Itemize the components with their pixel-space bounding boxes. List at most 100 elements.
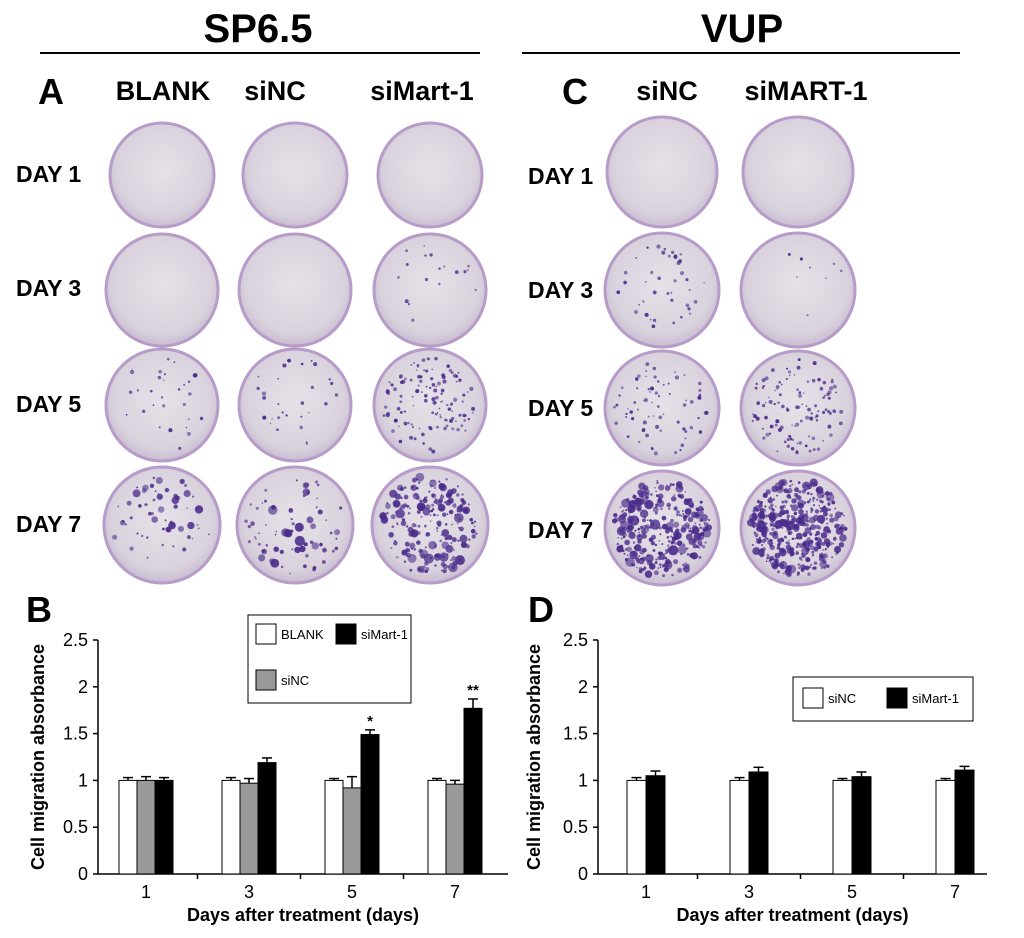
- colony-dot: [391, 525, 395, 529]
- colony-dot: [758, 536, 762, 540]
- dish-c-r3-c2: [739, 349, 857, 467]
- colony-dot: [633, 401, 637, 404]
- colony-dot: [290, 518, 293, 521]
- colony-dot: [339, 506, 343, 510]
- colony-dot: [650, 541, 656, 546]
- colony-dot: [149, 389, 153, 393]
- dish-plate: [102, 465, 222, 585]
- colony-dot: [764, 514, 768, 519]
- colony-dot: [112, 534, 118, 540]
- colony-dot: [403, 410, 406, 413]
- colony-dot: [788, 484, 792, 488]
- x-tick-label: 1: [141, 882, 151, 902]
- colony-dot: [682, 513, 685, 515]
- colony-dot: [827, 502, 831, 506]
- colony-dot: [798, 566, 801, 569]
- colony-dot: [785, 367, 789, 370]
- colony-dot: [791, 424, 793, 426]
- colony-dot: [423, 244, 425, 247]
- colony-dot: [804, 489, 807, 492]
- bar-simart-1-day5: [851, 776, 872, 875]
- colony-dot: [768, 396, 770, 399]
- x-tick-label: 7: [950, 882, 960, 902]
- colony-dot: [637, 527, 641, 531]
- colony-dot: [391, 429, 395, 433]
- y-tick-label: 1: [78, 770, 88, 790]
- colony-dot: [762, 492, 768, 498]
- colony-dot: [771, 527, 775, 531]
- colony-dot: [761, 378, 766, 383]
- colony-dot: [185, 426, 188, 429]
- colony-dot: [649, 562, 653, 566]
- colony-dot: [412, 426, 414, 429]
- colony-dot: [808, 449, 812, 453]
- colony-dot: [460, 424, 464, 427]
- colony-dot: [790, 515, 793, 518]
- colony-dot: [394, 493, 401, 500]
- colony-dot: [666, 502, 672, 508]
- colony-dot: [834, 507, 837, 510]
- colony-dot: [656, 405, 660, 408]
- colony-dot: [692, 543, 698, 549]
- colony-dot: [295, 479, 298, 482]
- colony-dot: [827, 424, 832, 429]
- colony-dot: [448, 368, 453, 373]
- colony-dot: [650, 270, 654, 275]
- colony-dot: [810, 507, 813, 510]
- colony-dot: [435, 499, 443, 506]
- colony-dot: [676, 420, 680, 424]
- colony-dot: [428, 447, 433, 451]
- colony-dot: [441, 541, 450, 550]
- colony-dot: [631, 550, 638, 557]
- colony-dot: [436, 530, 439, 532]
- colony-dot: [685, 278, 689, 282]
- colony-dot: [310, 385, 315, 390]
- colony-dot: [417, 384, 420, 387]
- colony-dot: [824, 408, 828, 411]
- colony-dot: [667, 382, 670, 385]
- colony-dot: [168, 521, 176, 530]
- colony-dot: [466, 391, 469, 394]
- colony-dot: [611, 518, 617, 524]
- colony-dot: [665, 484, 668, 487]
- colony-dot: [806, 500, 810, 504]
- colony-dot: [400, 520, 407, 527]
- colony-dot: [650, 493, 653, 496]
- colony-dot: [812, 550, 815, 553]
- colony-dot: [682, 563, 686, 567]
- colony-dot: [261, 502, 264, 504]
- colony-dot: [661, 542, 664, 546]
- colony-dot: [422, 565, 426, 569]
- colony-dot: [291, 548, 294, 551]
- colony-dot: [806, 380, 809, 383]
- colony-dot: [415, 369, 418, 371]
- colony-dot: [816, 541, 822, 547]
- colony-dot: [433, 388, 438, 393]
- colony-dot: [411, 477, 417, 483]
- bar-simart-1-day3: [257, 762, 277, 875]
- colony-dot: [704, 410, 709, 415]
- bar-simart-1-day3: [748, 771, 769, 875]
- dish-c-r2-c2: [739, 231, 857, 349]
- colony-dot: [826, 522, 829, 525]
- colony-dot: [403, 421, 408, 426]
- colony-dot: [650, 386, 654, 391]
- colony-dot: [452, 503, 457, 508]
- colony-dot: [418, 567, 422, 571]
- colony-dot: [270, 558, 280, 568]
- colony-dot: [388, 381, 391, 384]
- dish-c-r3-c1: [603, 349, 721, 467]
- colony-dot: [761, 427, 764, 430]
- colony-dot: [786, 437, 790, 442]
- colony-dot: [460, 541, 468, 548]
- colony-dot: [262, 415, 267, 420]
- colony-dot: [407, 421, 410, 425]
- colony-dot: [796, 571, 801, 575]
- colony-dot: [626, 526, 633, 534]
- colony-dot: [680, 514, 683, 517]
- colony-dot: [643, 566, 647, 570]
- colony-dot: [808, 516, 816, 524]
- colony-dot: [811, 378, 816, 383]
- colony-dot: [628, 514, 631, 517]
- colony-dot: [806, 512, 808, 515]
